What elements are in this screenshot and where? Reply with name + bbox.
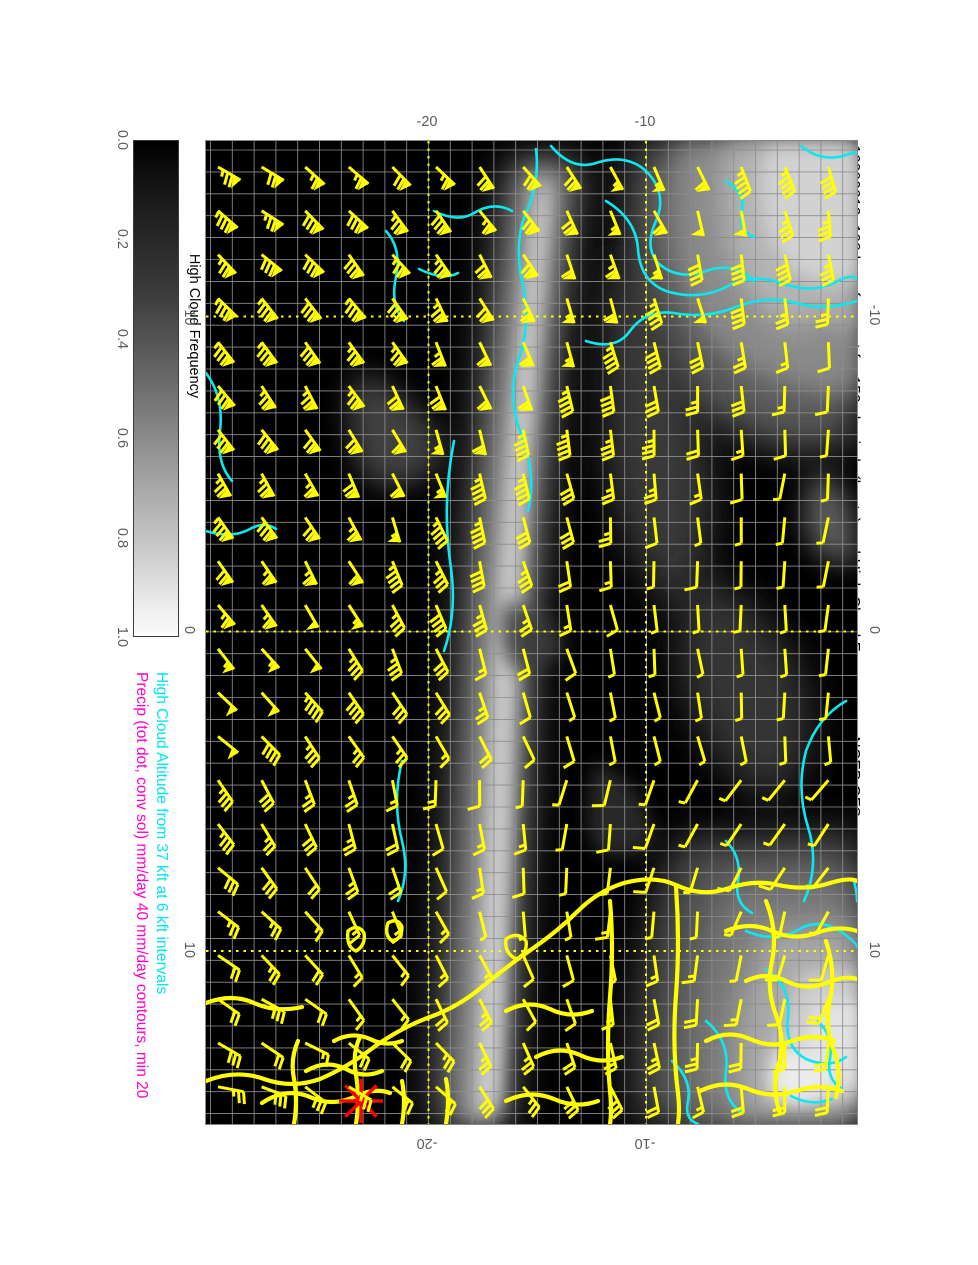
colorbar-tick: 0.4	[114, 328, 130, 349]
axis-tick-bottom: -10	[634, 1135, 656, 1151]
axis-tick-right: 10	[866, 941, 882, 959]
map-canvas	[206, 141, 857, 1124]
colorbar-tick: 0.2	[114, 229, 130, 250]
axis-tick-right: -10	[866, 304, 882, 326]
axis-tick-left: 10	[181, 941, 197, 959]
colorbar-tick: 0.8	[114, 527, 130, 548]
colorbar-tick: 0.0	[114, 129, 130, 151]
axis-tick-top: -20	[416, 114, 438, 130]
axis-tick-left: -10	[181, 304, 197, 326]
wind-barbs-150mb	[212, 165, 838, 1120]
axis-tick-top: -10	[634, 114, 656, 130]
axis-tick-bottom: -20	[416, 1135, 438, 1151]
axis-tick-left: 0	[181, 625, 197, 635]
colorbar-tick: 0.6	[114, 428, 130, 449]
legend-precip: Precip (tot dot, conv sol) mm/day 40 mm/…	[133, 672, 150, 1099]
legend-cloud-altitude: High Cloud Altitude from 37 kft at 6 kft…	[153, 672, 170, 995]
colorbar	[133, 140, 179, 637]
colorbar-tick: 1.0	[114, 626, 130, 648]
map-plot-area	[205, 140, 858, 1125]
axis-tick-right: 0	[866, 625, 882, 635]
colorbar-gradient	[133, 140, 179, 637]
colorbar-label: High Cloud Frequency	[186, 253, 203, 399]
